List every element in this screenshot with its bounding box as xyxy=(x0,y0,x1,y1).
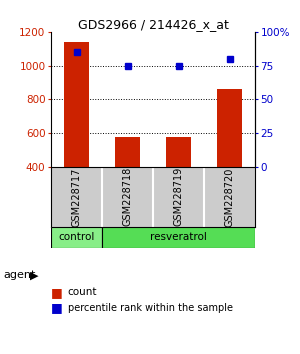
Text: ■: ■ xyxy=(51,286,63,298)
Title: GDS2966 / 214426_x_at: GDS2966 / 214426_x_at xyxy=(78,18,228,31)
Bar xyxy=(64,42,89,167)
Text: resveratrol: resveratrol xyxy=(150,232,207,242)
Text: GSM228718: GSM228718 xyxy=(122,167,133,227)
Text: agent: agent xyxy=(3,270,35,280)
Bar xyxy=(166,137,191,167)
Text: percentile rank within the sample: percentile rank within the sample xyxy=(68,303,232,313)
Text: control: control xyxy=(58,232,95,242)
Text: GSM228717: GSM228717 xyxy=(71,167,82,227)
Text: GSM228719: GSM228719 xyxy=(173,167,184,227)
Bar xyxy=(102,227,255,248)
Text: ▶: ▶ xyxy=(30,270,39,280)
Bar xyxy=(51,227,102,248)
Text: count: count xyxy=(68,287,97,297)
Bar xyxy=(115,137,140,167)
Text: GSM228720: GSM228720 xyxy=(224,167,235,227)
Bar xyxy=(217,89,242,167)
Text: ■: ■ xyxy=(51,302,63,314)
